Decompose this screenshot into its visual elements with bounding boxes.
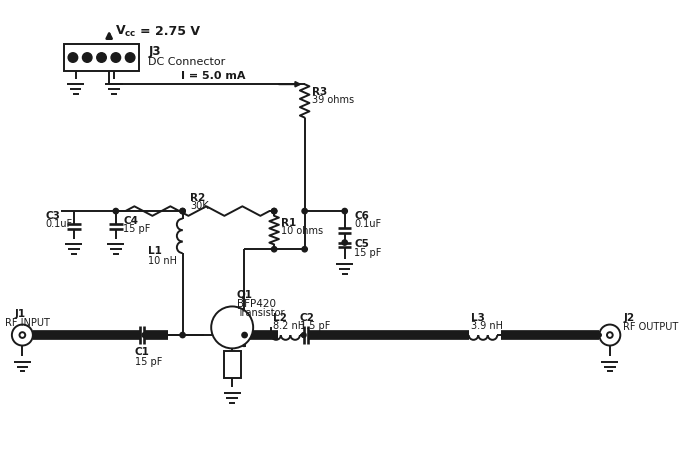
- Text: J3: J3: [148, 45, 161, 58]
- Text: C2: C2: [300, 313, 315, 323]
- Text: 8.2 nH: 8.2 nH: [273, 322, 305, 331]
- Text: 15 pF: 15 pF: [123, 224, 151, 234]
- Circle shape: [342, 208, 347, 214]
- Text: Transistor: Transistor: [237, 308, 285, 318]
- Text: R2: R2: [190, 193, 205, 203]
- Circle shape: [125, 53, 135, 62]
- Text: L2: L2: [273, 313, 287, 323]
- Circle shape: [302, 208, 307, 214]
- Text: 0.1uF: 0.1uF: [45, 219, 73, 229]
- Text: 39 ohms: 39 ohms: [313, 96, 354, 105]
- Circle shape: [211, 307, 253, 349]
- Circle shape: [269, 332, 274, 338]
- Circle shape: [342, 240, 347, 245]
- Text: C1: C1: [135, 347, 150, 357]
- Text: 1.5 pF: 1.5 pF: [300, 322, 330, 331]
- Text: J2: J2: [623, 313, 634, 323]
- Text: R3: R3: [313, 87, 328, 97]
- Circle shape: [302, 333, 306, 337]
- Text: RF OUTPUT: RF OUTPUT: [623, 322, 679, 332]
- Circle shape: [302, 247, 307, 252]
- Circle shape: [83, 53, 92, 62]
- Text: = 2.75 V: = 2.75 V: [140, 25, 200, 38]
- Circle shape: [96, 53, 106, 62]
- Text: DC Connector: DC Connector: [148, 57, 226, 67]
- Circle shape: [111, 53, 120, 62]
- Text: C5: C5: [354, 240, 369, 249]
- Text: 10 nH: 10 nH: [148, 256, 177, 266]
- Circle shape: [180, 208, 185, 214]
- Text: C6: C6: [354, 211, 369, 221]
- Circle shape: [607, 332, 613, 338]
- Text: 10 ohms: 10 ohms: [281, 226, 323, 236]
- Text: R1: R1: [281, 218, 296, 227]
- Circle shape: [599, 324, 620, 345]
- Circle shape: [68, 53, 78, 62]
- Text: $\mathbf{V_{cc}}$: $\mathbf{V_{cc}}$: [115, 24, 137, 39]
- Text: Q1: Q1: [237, 290, 253, 300]
- Circle shape: [113, 208, 118, 214]
- Text: 15 pF: 15 pF: [135, 357, 162, 367]
- Bar: [224, 351, 241, 378]
- Circle shape: [272, 247, 277, 252]
- Bar: [64, 44, 139, 71]
- Circle shape: [12, 324, 33, 345]
- Text: C4: C4: [123, 216, 138, 226]
- Text: L1: L1: [148, 246, 162, 256]
- Text: 15 pF: 15 pF: [354, 248, 382, 258]
- Text: 0.1uF: 0.1uF: [354, 219, 382, 229]
- Text: I = 5.0 mA: I = 5.0 mA: [181, 71, 245, 81]
- Text: 30K: 30K: [190, 201, 209, 211]
- Text: RF INPUT: RF INPUT: [5, 318, 50, 328]
- Circle shape: [242, 332, 247, 338]
- Circle shape: [142, 333, 147, 337]
- Circle shape: [180, 208, 185, 214]
- Circle shape: [180, 332, 185, 338]
- Text: L3: L3: [471, 313, 484, 323]
- Text: 3.9 nH: 3.9 nH: [471, 322, 503, 331]
- Text: J1: J1: [15, 309, 26, 319]
- Circle shape: [272, 208, 277, 214]
- Circle shape: [272, 208, 277, 214]
- Text: C3: C3: [45, 211, 60, 221]
- Circle shape: [20, 332, 25, 338]
- Circle shape: [597, 333, 601, 337]
- Text: BFP420: BFP420: [237, 299, 276, 308]
